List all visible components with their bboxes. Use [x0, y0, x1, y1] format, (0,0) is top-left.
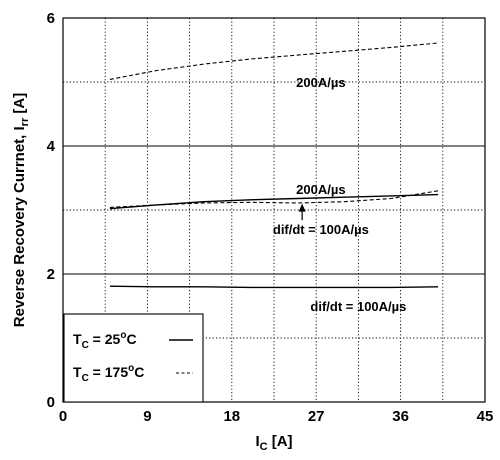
series-line-4 — [109, 42, 439, 80]
legend: TC = 25oC TC = 175oC — [63, 313, 204, 403]
annotation-arrow-head — [298, 203, 306, 212]
x-tick-label: 45 — [477, 408, 494, 425]
x-axis-label: IC [A] — [255, 433, 292, 453]
axis-labels: IC [A] Reverse Recovery Currnet, Irr [A] — [11, 93, 293, 453]
annotation-label-4: dif/dt = 100A/µs — [310, 299, 406, 314]
annotations: 200A/µs 200A/µs dif/dt = 100A/µs dif/dt = 1… — [273, 75, 407, 314]
legend-label-1: TC = 25oC — [73, 330, 137, 351]
annotation-label-1: 200A/µs — [296, 75, 345, 90]
y-tick-label: 0 — [47, 394, 55, 411]
y-axis-label: Reverse Recovery Currnet, Irr [A] — [11, 93, 31, 328]
x-tick-label: 0 — [59, 408, 67, 425]
tick-labels: 0 9 18 27 36 45 0 2 4 6 — [47, 10, 494, 425]
series-line-1 — [109, 285, 439, 289]
x-tick-label: 18 — [223, 408, 240, 425]
annotation-label-3: dif/dt = 100A/µs — [273, 222, 369, 237]
annotation-label-2: 200A/µs — [296, 182, 345, 197]
x-tick-label: 36 — [392, 408, 409, 425]
y-tick-label: 6 — [47, 10, 55, 27]
y-tick-label: 2 — [47, 266, 55, 283]
legend-label-2: TC = 175oC — [73, 363, 144, 384]
series-group — [109, 42, 439, 289]
plot-frame — [62, 17, 486, 403]
x-tick-label: 9 — [143, 408, 151, 425]
y-tick-label: 4 — [47, 138, 56, 155]
series-line-3 — [109, 190, 439, 208]
legend-box — [63, 313, 204, 403]
x-tick-label: 27 — [308, 408, 325, 425]
